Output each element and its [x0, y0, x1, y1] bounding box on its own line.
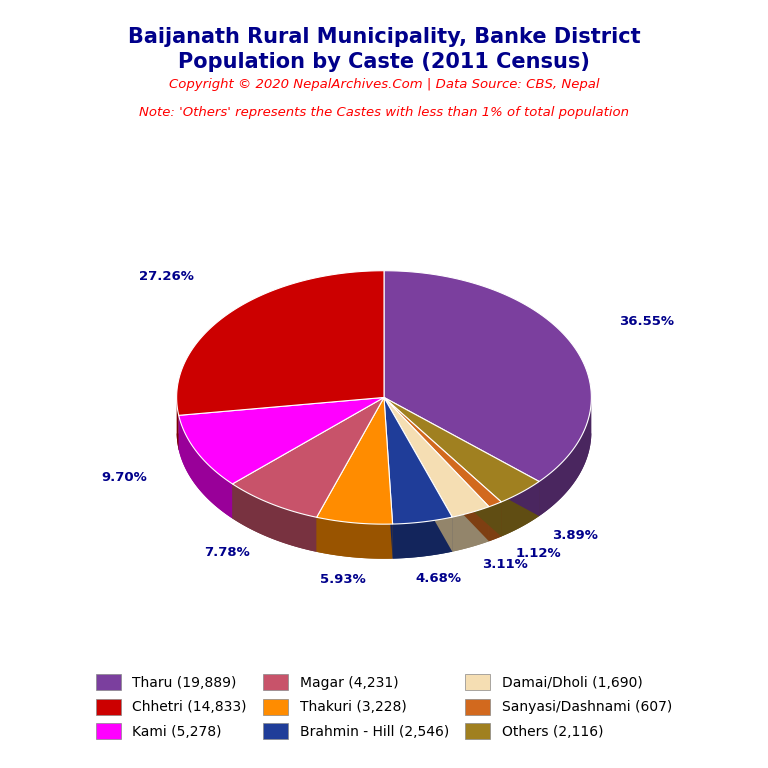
Polygon shape [316, 398, 392, 524]
Polygon shape [233, 398, 384, 518]
Polygon shape [179, 398, 384, 450]
Text: 4.68%: 4.68% [415, 572, 461, 585]
Polygon shape [384, 398, 489, 541]
Text: Note: 'Others' represents the Castes with less than 1% of total population: Note: 'Others' represents the Castes wit… [139, 106, 629, 119]
Polygon shape [384, 398, 452, 551]
Polygon shape [384, 432, 502, 541]
Polygon shape [179, 398, 384, 450]
Polygon shape [177, 271, 384, 415]
Polygon shape [489, 502, 502, 541]
Polygon shape [384, 432, 539, 537]
Text: Baijanath Rural Municipality, Banke District: Baijanath Rural Municipality, Banke Dist… [127, 27, 641, 47]
Polygon shape [316, 432, 392, 558]
Polygon shape [384, 432, 591, 516]
Legend: Tharu (19,889), Chhetri (14,833), Kami (5,278), Magar (4,231), Thakuri (3,228), : Tharu (19,889), Chhetri (14,833), Kami (… [96, 674, 672, 739]
Text: 5.93%: 5.93% [319, 574, 366, 586]
Polygon shape [384, 398, 489, 541]
Text: 36.55%: 36.55% [619, 316, 674, 328]
Text: 9.70%: 9.70% [101, 471, 147, 484]
Polygon shape [384, 398, 452, 524]
Text: 3.89%: 3.89% [551, 529, 598, 542]
Polygon shape [539, 399, 591, 516]
Polygon shape [233, 432, 384, 552]
Text: 3.11%: 3.11% [482, 558, 528, 571]
Polygon shape [233, 398, 384, 518]
Polygon shape [384, 398, 489, 517]
Polygon shape [316, 398, 384, 552]
Polygon shape [384, 398, 502, 507]
Polygon shape [384, 271, 591, 482]
Text: Copyright © 2020 NepalArchives.Com | Data Source: CBS, Nepal: Copyright © 2020 NepalArchives.Com | Dat… [169, 78, 599, 91]
Polygon shape [179, 398, 384, 484]
Polygon shape [502, 482, 539, 537]
Polygon shape [384, 398, 392, 558]
Polygon shape [384, 398, 502, 537]
Polygon shape [316, 518, 392, 558]
Polygon shape [233, 484, 316, 552]
Text: 27.26%: 27.26% [139, 270, 194, 283]
Polygon shape [384, 398, 452, 551]
Polygon shape [384, 432, 489, 551]
Text: 7.78%: 7.78% [204, 545, 250, 558]
Polygon shape [384, 398, 539, 516]
Polygon shape [384, 432, 452, 558]
Text: Population by Caste (2011 Census): Population by Caste (2011 Census) [178, 52, 590, 72]
Polygon shape [177, 399, 179, 450]
Polygon shape [452, 507, 489, 551]
Polygon shape [179, 432, 384, 518]
Polygon shape [384, 398, 502, 537]
Polygon shape [316, 398, 384, 552]
Polygon shape [233, 398, 384, 518]
Polygon shape [384, 398, 539, 502]
Polygon shape [384, 398, 539, 516]
Polygon shape [177, 432, 384, 450]
Polygon shape [392, 517, 452, 558]
Polygon shape [179, 415, 233, 518]
Polygon shape [384, 398, 392, 558]
Text: 1.12%: 1.12% [515, 547, 561, 560]
